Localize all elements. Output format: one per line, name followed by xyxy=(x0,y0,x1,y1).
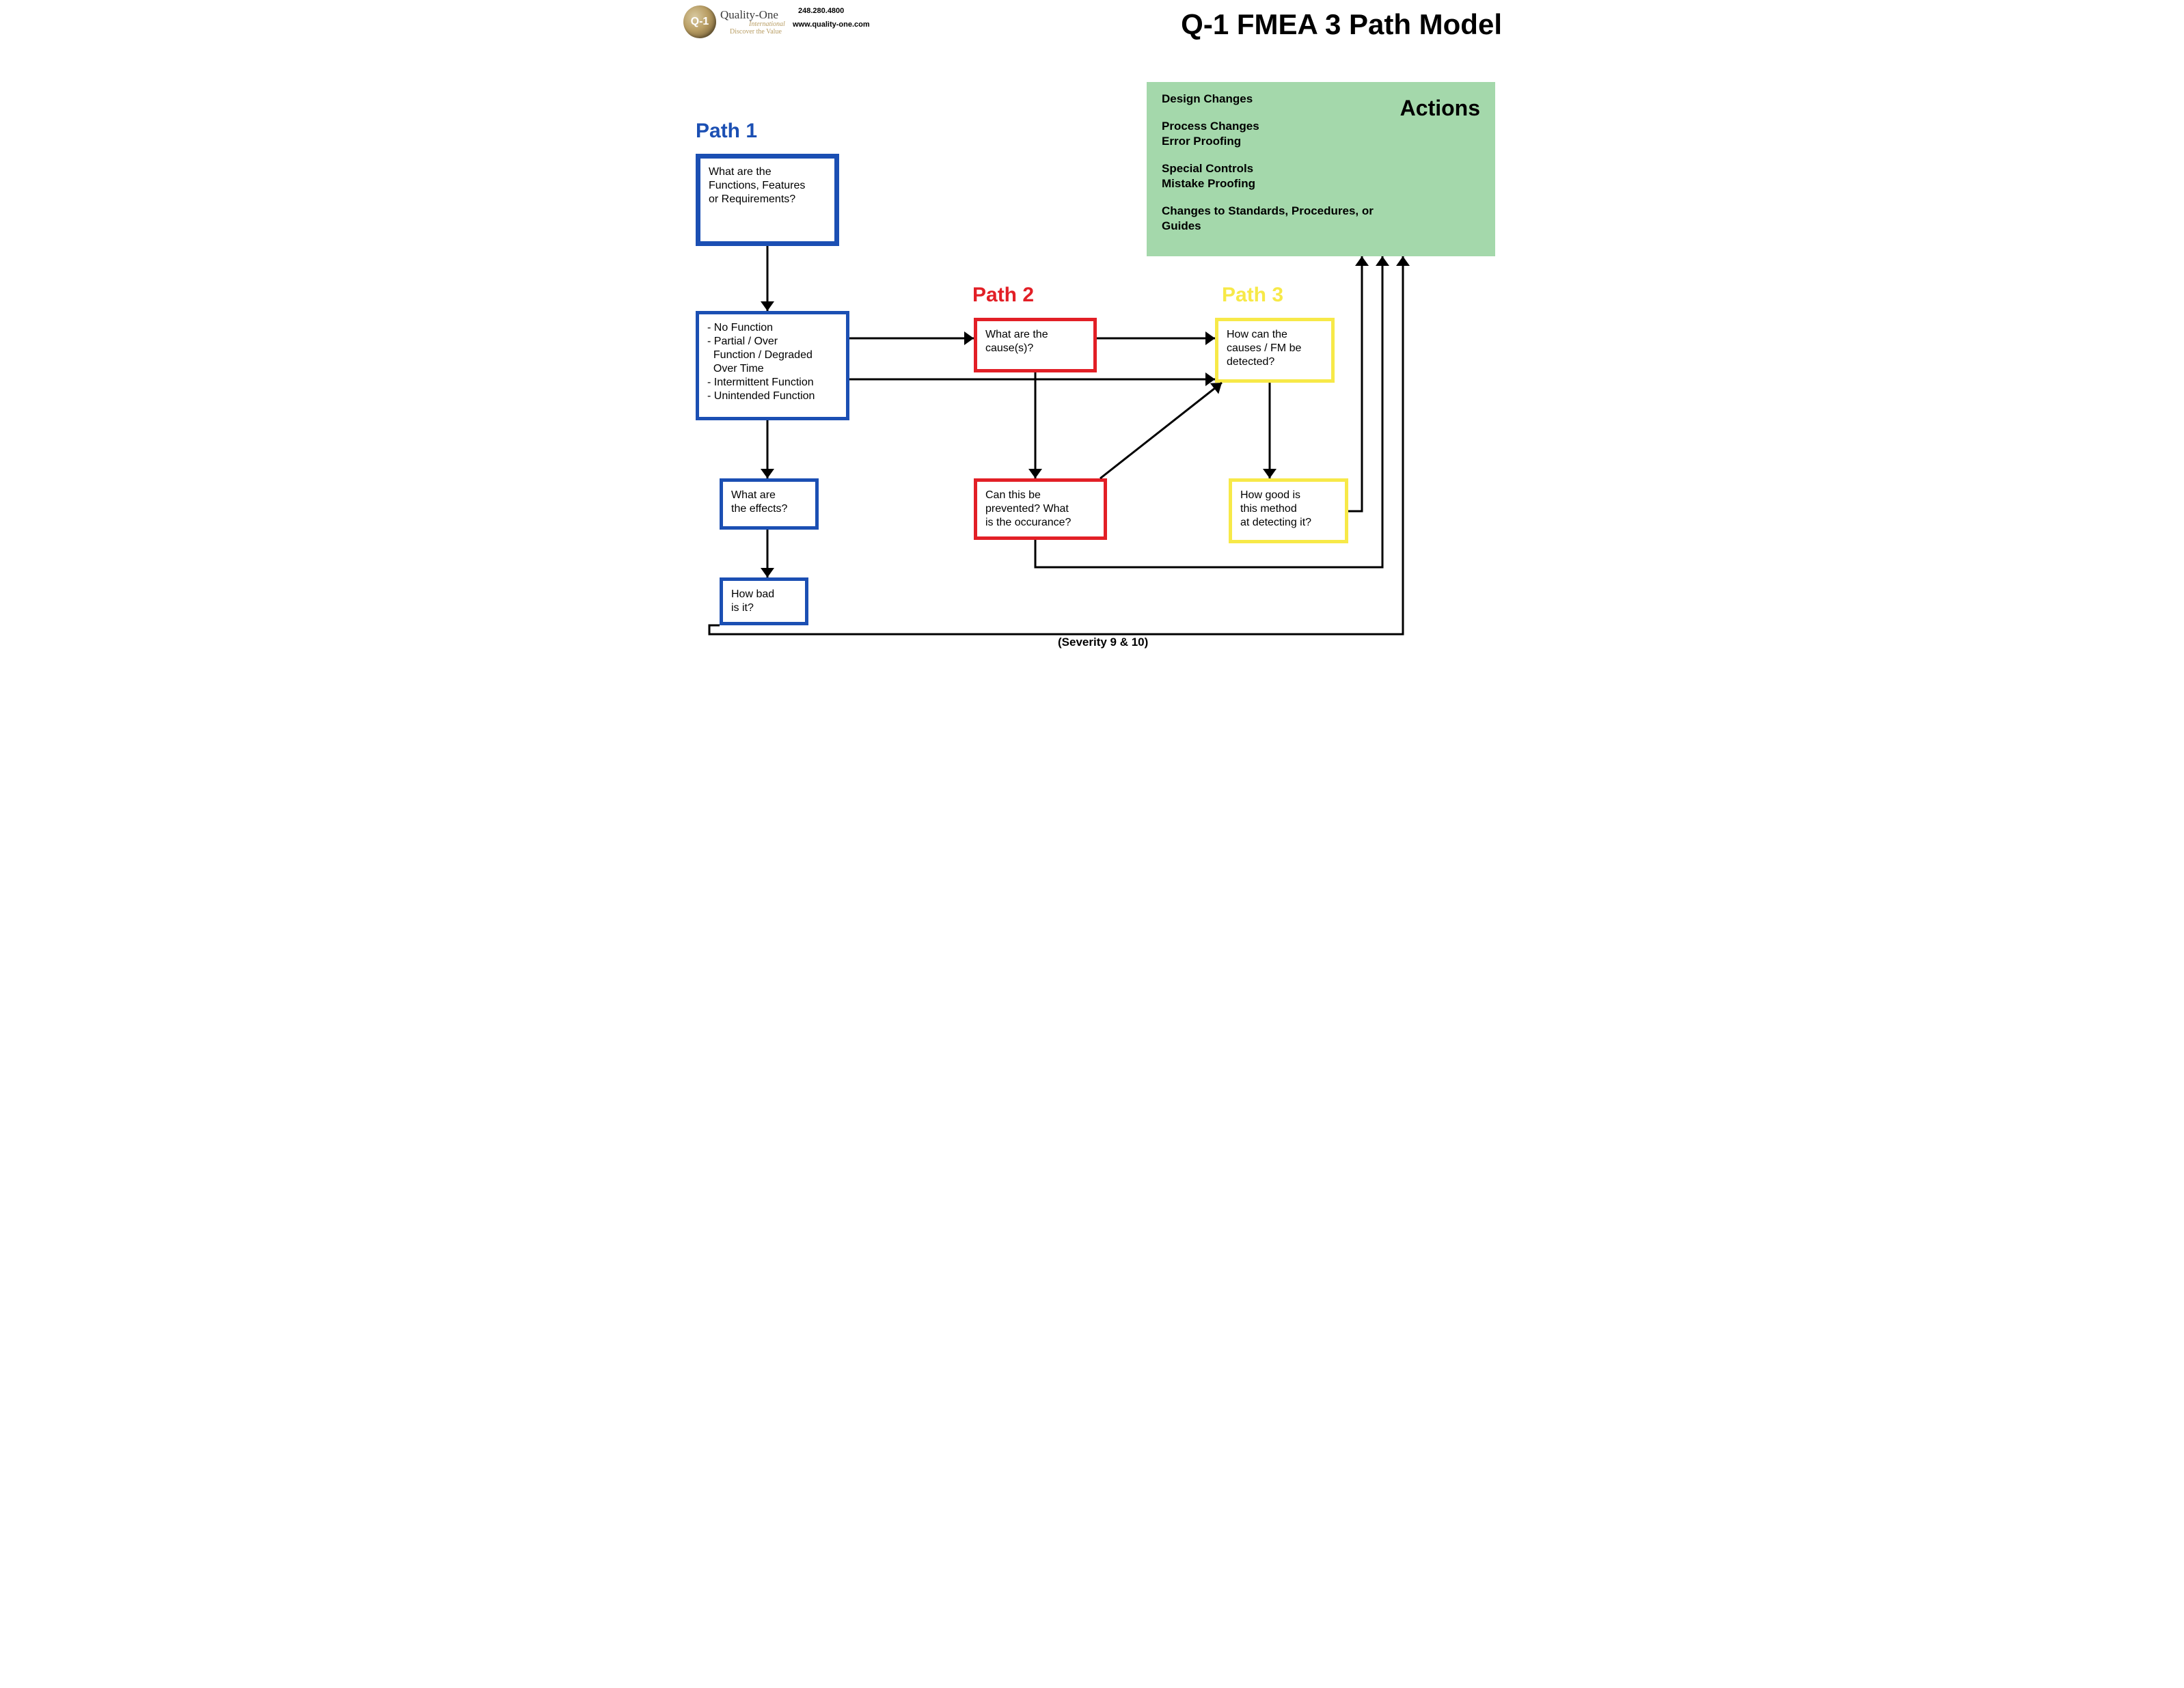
actions-line-6: Mistake Proofing xyxy=(1162,176,1387,191)
actions-line-2: Process Changes xyxy=(1162,119,1387,134)
node-how-bad: How bad is it? xyxy=(720,577,808,625)
brand-sub2: Discover the Value xyxy=(730,28,785,36)
node-functions: What are the Functions, Features or Requ… xyxy=(696,154,839,246)
brand-block: Q-1 Quality-One International Discover t… xyxy=(683,5,785,38)
diagram-canvas: Q-1 Quality-One International Discover t… xyxy=(675,0,1509,656)
footnote: (Severity 9 & 10) xyxy=(1058,636,1148,649)
node-failure-modes-text: - No Function - Partial / Over Function … xyxy=(707,321,815,403)
actions-line-3: Error Proofing xyxy=(1162,134,1387,149)
actions-line-0: Design Changes xyxy=(1162,92,1387,107)
logo-text: Q-1 xyxy=(691,16,709,28)
actions-line-5: Special Controls xyxy=(1162,161,1387,176)
node-prevented-text: Can this be prevented? What is the occur… xyxy=(985,489,1071,530)
node-how-bad-text: How bad is it? xyxy=(731,588,774,615)
node-causes-text: What are the cause(s)? xyxy=(985,328,1048,355)
node-prevented: Can this be prevented? What is the occur… xyxy=(974,478,1107,540)
brand-text: Quality-One International Discover the V… xyxy=(720,8,785,36)
logo-icon: Q-1 xyxy=(683,5,716,38)
node-effects-text: What are the effects? xyxy=(731,489,787,516)
actions-line-1 xyxy=(1162,107,1387,119)
brand-name: Quality-One xyxy=(720,8,785,22)
path2-title: Path 2 xyxy=(972,284,1034,307)
actions-line-7 xyxy=(1162,191,1387,204)
node-functions-text: What are the Functions, Features or Requ… xyxy=(709,165,805,206)
actions-title: Actions xyxy=(1400,94,1480,123)
actions-box: Design Changes Process Changes Error Pro… xyxy=(1147,82,1495,256)
node-failure-modes: - No Function - Partial / Over Function … xyxy=(696,311,849,420)
node-effects: What are the effects? xyxy=(720,478,819,530)
brand-sub1: International xyxy=(749,21,785,28)
page-title: Q-1 FMEA 3 Path Model xyxy=(1181,8,1502,41)
brand-phone: 248.280.4800 xyxy=(798,7,844,15)
node-detected-text: How can the causes / FM be detected? xyxy=(1227,328,1301,369)
node-detect-quality: How good is this method at detecting it? xyxy=(1229,478,1348,543)
path3-title: Path 3 xyxy=(1222,284,1283,307)
node-detect-quality-text: How good is this method at detecting it? xyxy=(1240,489,1311,530)
actions-line-4 xyxy=(1162,149,1387,161)
node-detected: How can the causes / FM be detected? xyxy=(1215,318,1335,383)
node-causes: What are the cause(s)? xyxy=(974,318,1097,372)
actions-line-8: Changes to Standards, Procedures, or Gui… xyxy=(1162,204,1387,219)
brand-url: www.quality-one.com xyxy=(793,21,870,29)
path1-title: Path 1 xyxy=(696,120,757,143)
